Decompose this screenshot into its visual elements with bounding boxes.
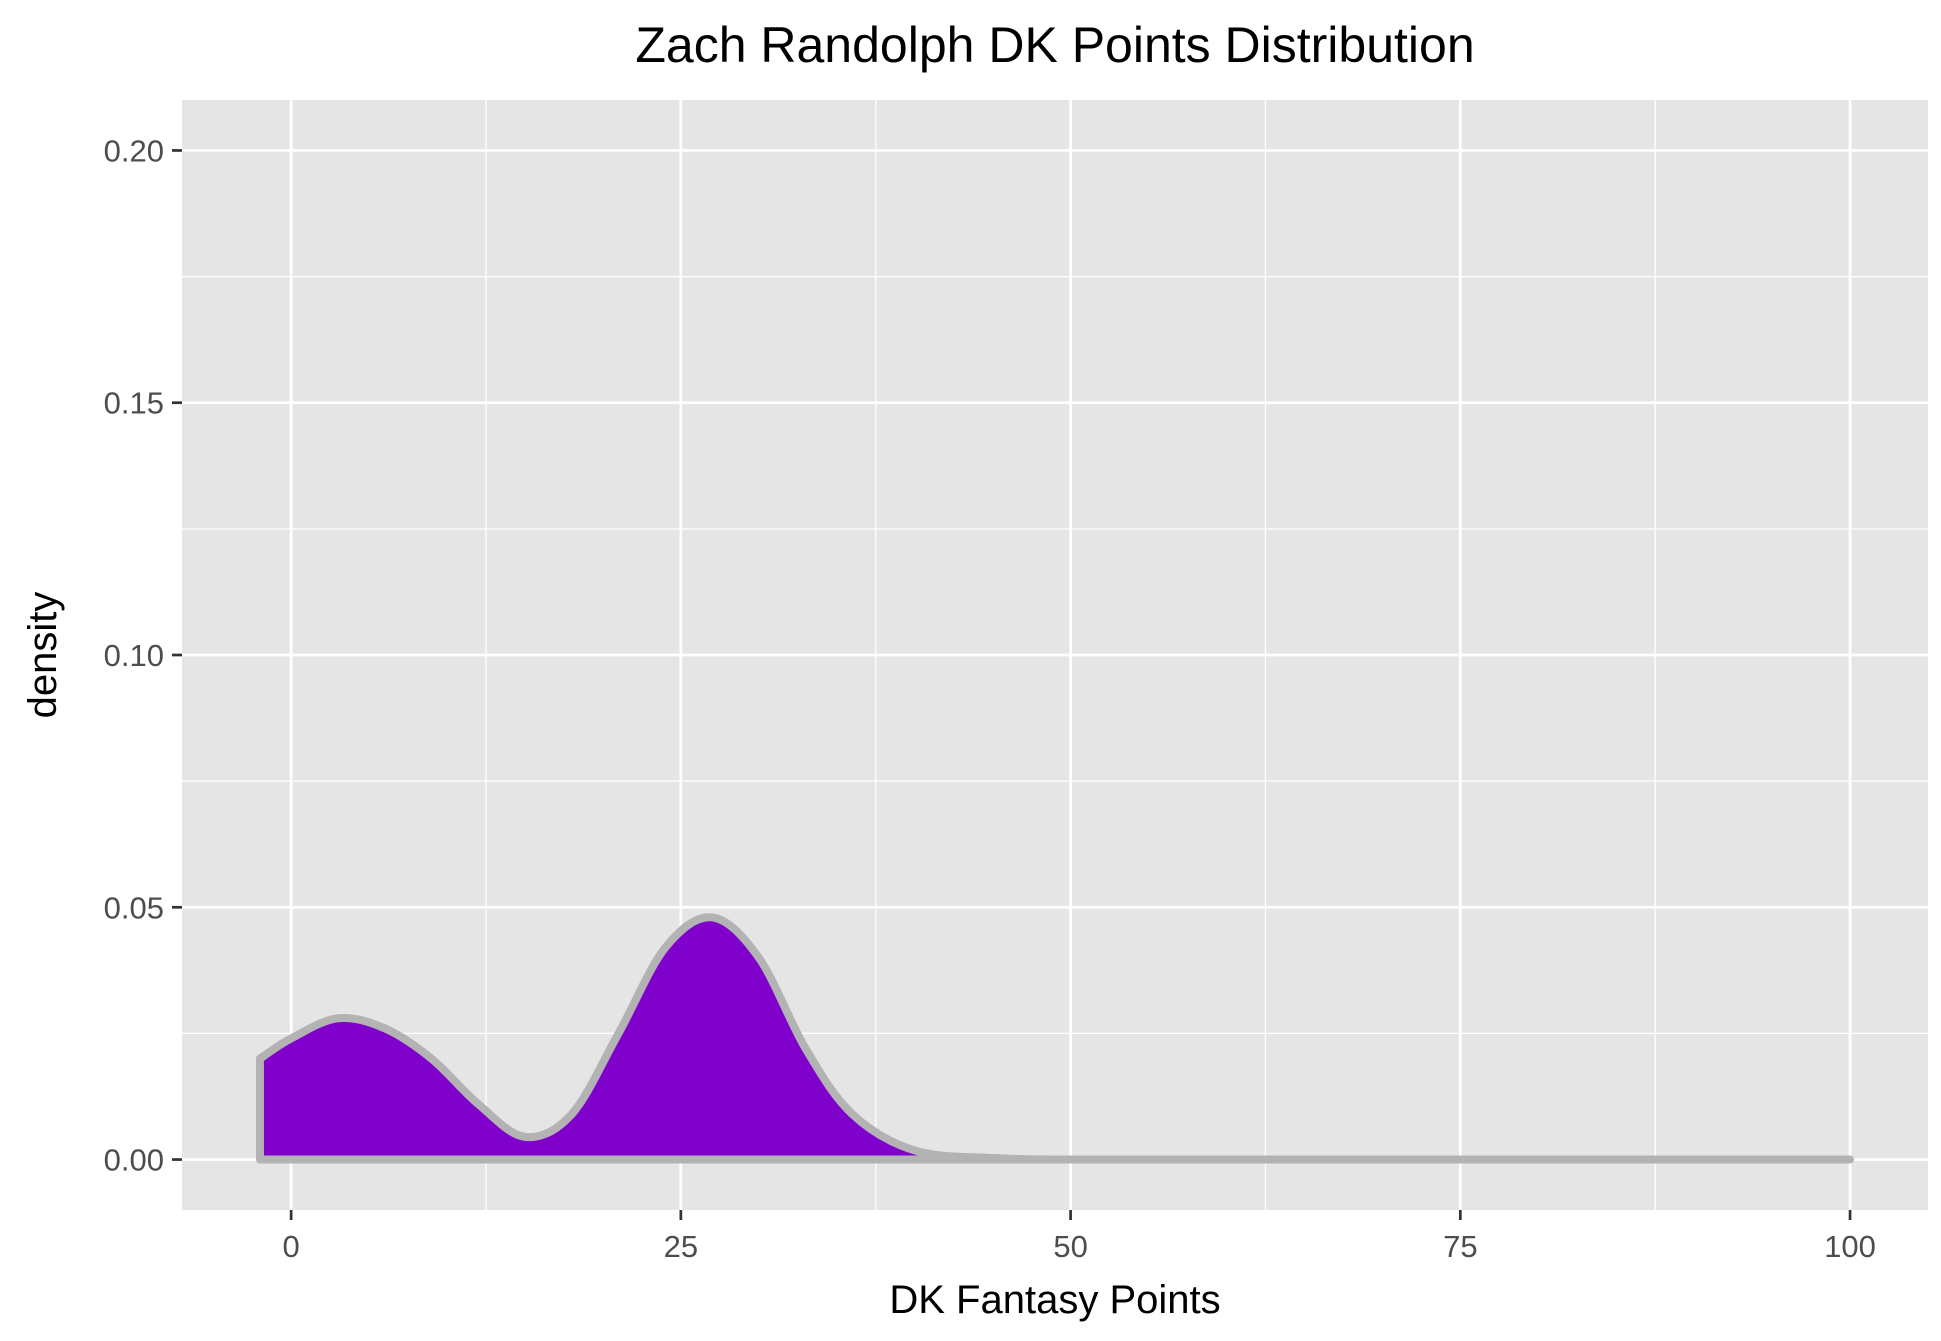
y-tick-label: 0.15 xyxy=(104,386,164,421)
x-tick-label: 75 xyxy=(1443,1229,1477,1264)
x-axis: 0 25 50 75 100 xyxy=(283,1210,1876,1264)
density-area xyxy=(259,917,1851,1160)
density-outline xyxy=(255,913,1855,1164)
x-tick-label: 50 xyxy=(1053,1229,1087,1264)
y-tick-label: 0.10 xyxy=(104,638,164,673)
y-axis-title: density xyxy=(21,592,65,719)
y-axis: 0.00 0.05 0.10 0.15 0.20 xyxy=(104,133,182,1178)
y-tick-label: 0.05 xyxy=(104,890,164,925)
y-tick-label: 0.00 xyxy=(104,1143,164,1178)
x-tick-label: 100 xyxy=(1824,1229,1876,1264)
y-tick-label: 0.20 xyxy=(104,133,164,168)
x-tick-label: 0 xyxy=(283,1229,300,1264)
x-axis-title: DK Fantasy Points xyxy=(889,1278,1220,1322)
x-tick-label: 25 xyxy=(664,1229,698,1264)
chart-title: Zach Randolph DK Points Distribution xyxy=(635,17,1474,73)
